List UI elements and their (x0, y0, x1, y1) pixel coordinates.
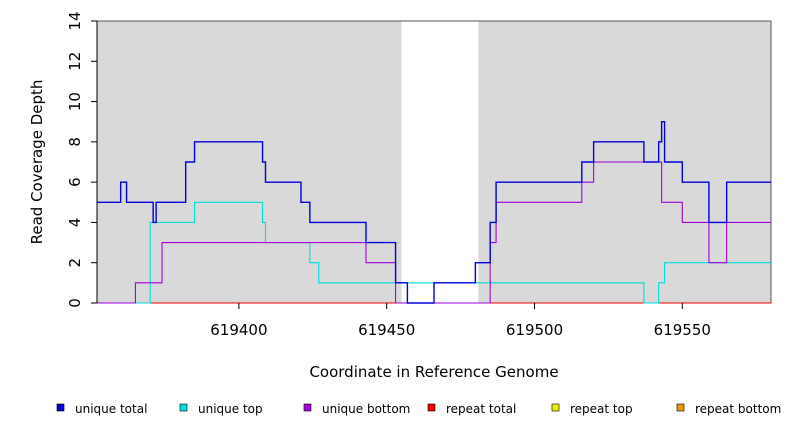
series-lines (97, 121, 771, 304)
legend-item-unique-total: unique total (56, 402, 147, 416)
series-line-unique-bottom (97, 161, 771, 304)
legend-label: repeat bottom (695, 402, 781, 416)
legend-label: unique total (75, 402, 147, 416)
legend-item-repeat-top: repeat top (551, 402, 633, 416)
series-line-unique-top (97, 201, 771, 304)
y-tick-label: 2 (66, 258, 84, 268)
legend-label: unique top (198, 402, 263, 416)
y-tick-label: 6 (66, 177, 84, 187)
legend: unique total unique top unique bottom repea… (56, 402, 781, 416)
legend-swatch (551, 403, 560, 412)
y-tick-label: 14 (66, 11, 84, 30)
legend-swatch (179, 403, 188, 412)
x-tick-label: 619550 (654, 321, 711, 339)
x-tick-label: 619500 (506, 321, 563, 339)
x-tick-label: 619450 (358, 321, 415, 339)
legend-swatch (56, 403, 65, 412)
series-line-unique-total (97, 121, 771, 304)
y-tick-label: 10 (66, 92, 84, 111)
y-axis-title: Read Coverage Depth (28, 80, 46, 245)
legend-item-unique-bottom: unique bottom (303, 402, 410, 416)
x-tick-label: 619400 (210, 321, 267, 339)
legend-item-unique-top: unique top (179, 402, 263, 416)
y-tick-label: 8 (66, 137, 84, 147)
x-axis-title: Coordinate in Reference Genome (309, 363, 558, 381)
y-tick-label: 12 (66, 52, 84, 71)
legend-swatch (676, 403, 685, 412)
legend-item-repeat-bottom: repeat bottom (676, 402, 781, 416)
legend-label: repeat top (570, 402, 633, 416)
y-tick-label: 4 (66, 218, 84, 228)
axes: 0 2 4 6 8 10 12 14 619400 619450 619500 619550 (66, 11, 711, 339)
legend-label: unique bottom (322, 402, 410, 416)
legend-item-repeat-total: repeat total (427, 402, 516, 416)
legend-swatch (427, 403, 436, 412)
shaded-region-0 (97, 21, 402, 303)
legend-swatch (303, 403, 312, 412)
y-tick-label: 0 (66, 298, 84, 308)
legend-label: repeat total (446, 402, 516, 416)
